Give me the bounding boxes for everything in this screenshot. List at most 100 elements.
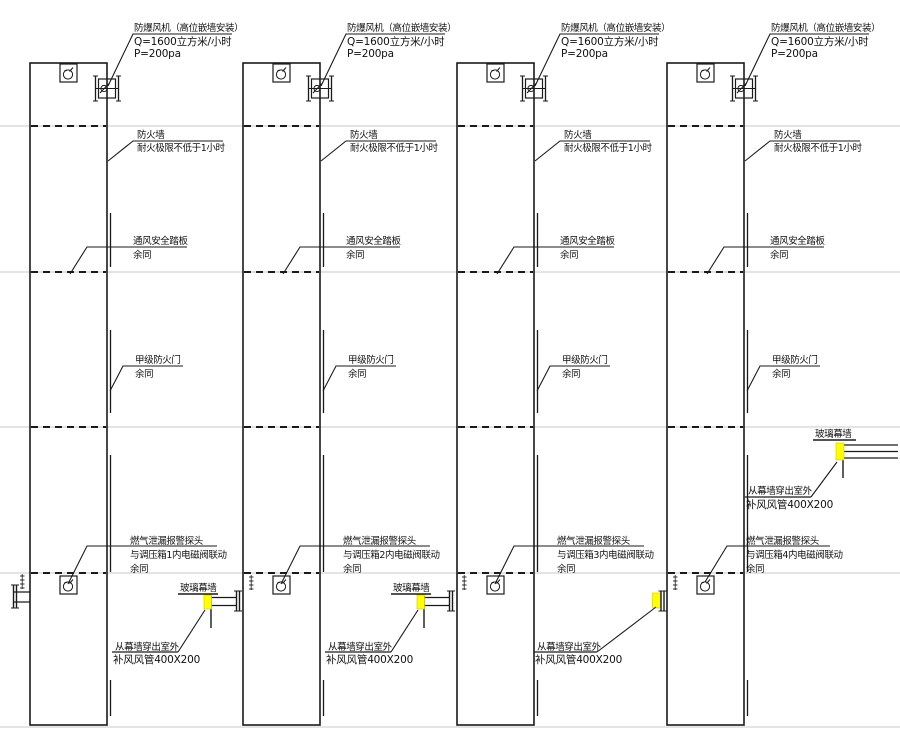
fire-door-text: 甲级防火门 [348,354,394,366]
gas-detector-icon [696,575,715,595]
same-note-text: 余同 [560,249,578,261]
gas-alarm-text: 燃气泄漏报警探头 [130,535,203,547]
same-note-text: 余同 [346,249,364,261]
fan-q-text: Q=1600立方米/小时 [561,35,659,48]
leader-duct-out [390,609,419,653]
roof-alarm-icon [59,63,78,83]
firewall-text: 防火墙 [774,129,802,141]
curtain-wall-assembly: 玻璃幕墙 [813,428,898,478]
detector-box [486,63,505,83]
fire-door-text: 甲级防火门 [562,354,608,366]
same-note-text: 余同 [130,563,148,575]
leader-door [746,365,820,392]
fan-title-text: 防爆风机（高位嵌墙安装） [561,22,670,34]
explosion-proof-fan-symbol [93,75,121,102]
same-note-text: 余同 [562,368,580,380]
roof-alarm-icon [486,63,505,83]
detector-tick [496,67,501,72]
explosion-proof-fan-symbol [730,75,758,102]
explosion-proof-fan-symbol [520,75,548,102]
gas-detector-icon [486,575,505,595]
room-outline [666,62,745,726]
detector-tick [496,579,501,584]
leader-fan [107,33,232,87]
detector-circle [62,581,74,592]
gas-interlock-text: 与调压箱3内电磁阀联动 [557,549,654,561]
detector-tick [706,579,711,584]
duct-out-text: 从幕墙穿出室外 [115,641,180,653]
leader-door [536,365,610,392]
leader-grating [496,246,614,275]
leader-fan [744,33,869,87]
fan-q-text: Q=1600立方米/小时 [347,35,445,48]
leader-gas-detector [494,545,644,585]
unit-1: 防爆风机（高位嵌墙安装）Q=1600立方米/小时P=200pa 防火墙耐火极限不低… [29,22,254,726]
detector-circle [699,581,711,592]
fan-impeller-slash [736,83,747,94]
detector-box [696,575,715,595]
explosion-proof-fan-symbol [306,75,334,102]
grating-text: 通风安全踏板 [770,235,826,247]
firewall-text2: 耐火极限不低于1小时 [564,142,652,154]
detector-box [696,63,715,83]
firewall-text: 防火墙 [137,129,165,141]
fan-p-text: P=200pa [134,48,181,60]
detector-box [272,63,291,83]
fan-impeller [313,84,321,93]
fan-title-text: 防爆风机（高位嵌墙安装） [771,22,880,34]
detector-tick [282,67,287,72]
fan-p-text: P=200pa [561,48,608,60]
leader-fan [534,33,659,87]
leader-fan [320,33,445,87]
curtain-wall-assembly: 玻璃幕墙 [391,575,467,628]
leader-firewall [744,140,860,162]
detector-circle [275,581,287,592]
duct-size-text: 补风风管400X200 [535,653,622,666]
fire-door-text: 甲级防火门 [135,354,181,366]
gas-interlock-text: 与调压箱4内电磁阀联动 [746,549,843,561]
highlight-marker [416,594,425,610]
unit-2: 防爆风机（高位嵌墙安装）Q=1600立方米/小时P=200pa 防火墙耐火极限不低… [242,22,467,726]
duct-size-mark [249,575,254,590]
grating-text: 通风安全踏板 [560,235,616,247]
leader-duct-out [177,609,206,653]
gas-alarm-text: 燃气泄漏报警探头 [746,535,819,547]
unit-4: 防爆风机（高位嵌墙安装）Q=1600立方米/小时P=200pa 防火墙耐火极限不低… [666,22,898,726]
duct-out-text: 从幕墙穿出室外 [328,641,393,653]
curtain-wall-text: 玻璃幕墙 [393,582,430,594]
fan-q-text: Q=1600立方米/小时 [134,35,232,48]
detector-box [59,575,78,595]
firewall-text2: 耐火极限不低于1小时 [774,142,862,154]
grating-text: 通风安全踏板 [133,235,189,247]
firewall-text2: 耐火极限不低于1小时 [137,142,225,154]
same-note-text: 余同 [772,368,790,380]
highlight-marker [652,592,661,609]
gas-interlock-text: 与调压箱2内电磁阀联动 [343,549,440,561]
leader-gas-detector [280,545,430,585]
duct-size-mark [20,574,25,589]
detector-circle [699,69,711,80]
leader-grating [69,246,187,275]
gas-alarm-text: 燃气泄漏报警探头 [343,535,416,547]
leader-firewall [320,140,436,162]
leader-gas-detector [704,545,830,583]
leader-gas-detector [67,545,217,585]
duct-size-text: 补风风管400X200 [113,653,200,666]
gas-interlock-text: 与调压箱1内电磁阀联动 [130,549,227,561]
grating-text: 通风安全踏板 [346,235,402,247]
duct-size-text: 补风风管400X200 [746,498,833,511]
detector-tick [706,67,711,72]
unit-3: 防爆风机（高位嵌墙安装）Q=1600立方米/小时P=200pa 防火墙耐火极限不低… [456,22,678,726]
leader-duct-out [596,606,657,653]
firewall-text: 防火墙 [564,129,592,141]
room-outline [242,62,321,726]
detector-box [272,575,291,595]
gas-detector-icon [59,575,78,595]
fan-impeller-slash [526,83,537,94]
highlight-marker [203,594,212,610]
leader-duct-out [810,461,838,498]
